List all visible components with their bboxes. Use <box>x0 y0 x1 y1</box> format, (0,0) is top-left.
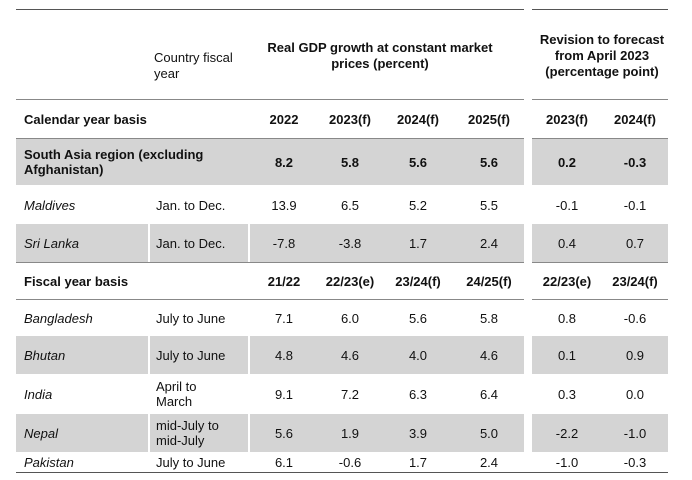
table-cell: -0.1 <box>555 197 579 213</box>
column-header: 23/24(f) <box>612 273 658 289</box>
table-cell: -2.2 <box>555 425 579 441</box>
region-row: South Asia region (excluding Afghanistan… <box>16 139 668 185</box>
table-cell: 0.8 <box>557 310 577 326</box>
column-header: 22/23(e) <box>325 273 375 289</box>
column-header: 2024(f) <box>397 111 439 127</box>
calendar-year-header-row: Calendar year basis 2022 2023(f) 2024(f)… <box>16 100 668 138</box>
table-cell: 1.7 <box>408 454 428 470</box>
country-name: Nepal <box>24 425 58 441</box>
column-header: 22/23(e) <box>542 273 592 289</box>
country-name: India <box>24 386 53 402</box>
column-header: 23/24(f) <box>395 273 441 289</box>
column-header: 24/25(f) <box>466 273 512 289</box>
table-cell: 4.8 <box>274 347 294 363</box>
table-cell: 6.0 <box>340 310 360 326</box>
table-cell: 1.9 <box>340 425 360 441</box>
group-gap <box>524 9 532 472</box>
column-header: 2024(f) <box>614 111 656 127</box>
table-bottom-rule <box>16 472 668 473</box>
table-cell: 6.1 <box>274 454 294 470</box>
table-cell: 5.8 <box>340 154 360 170</box>
table-cell: -3.8 <box>338 235 362 251</box>
fiscal-year: mid-July to mid-July <box>156 418 219 448</box>
country-name: Bhutan <box>24 347 66 363</box>
table-cell: 8.2 <box>274 154 294 170</box>
table-cell: 6.5 <box>340 197 360 213</box>
gdp-growth-group-header: Real GDP growth at constant market price… <box>267 40 493 71</box>
table-cell: 4.6 <box>340 347 360 363</box>
country-name: Maldives <box>24 197 76 213</box>
fiscal-year: Jan. to Dec. <box>156 197 226 213</box>
table-cell: 5.6 <box>479 154 499 170</box>
table-cell: 0.9 <box>625 347 645 363</box>
country-name: Sri Lanka <box>24 235 79 251</box>
country-name: Pakistan <box>24 454 74 470</box>
table-top-rule <box>16 9 668 10</box>
calendar-header-rule <box>16 138 668 139</box>
table-cell: 0.1 <box>557 347 577 363</box>
table-cell: -1.0 <box>623 425 647 441</box>
table-cell: -0.3 <box>623 154 647 170</box>
table-cell: 2.4 <box>479 454 499 470</box>
table-cell: -1.0 <box>555 454 579 470</box>
table-cell: 5.6 <box>408 310 428 326</box>
table-cell: 5.0 <box>479 425 499 441</box>
fiscal-year: July to June <box>156 310 226 326</box>
header-bottom-rule <box>16 99 668 100</box>
column-header: 2023(f) <box>546 111 588 127</box>
calendar-section-rule <box>16 262 668 263</box>
table-cell: 4.6 <box>479 347 499 363</box>
table-cell: -0.6 <box>338 454 362 470</box>
table-row: India April to March 9.1 7.2 6.3 6.4 0.3… <box>16 374 668 414</box>
table-cell: 2.4 <box>479 235 499 251</box>
table-cell: 6.3 <box>408 386 428 402</box>
table-row: Nepal mid-July to mid-July 5.6 1.9 3.9 5… <box>16 414 668 452</box>
table-cell: -7.8 <box>272 235 296 251</box>
table-cell: 5.5 <box>479 197 499 213</box>
table-cell: 9.1 <box>274 386 294 402</box>
column-header: 2023(f) <box>329 111 371 127</box>
table-cell: 0.4 <box>557 235 577 251</box>
table-row: Bangladesh July to June 7.1 6.0 5.6 5.8 … <box>16 300 668 336</box>
table-cell: 6.4 <box>479 386 499 402</box>
country-fiscal-year-header: Country fiscal year <box>154 50 233 81</box>
table-cell: 5.2 <box>408 197 428 213</box>
table-row: Sri Lanka Jan. to Dec. -7.8 -3.8 1.7 2.4… <box>16 224 668 262</box>
table-cell: 7.1 <box>274 310 294 326</box>
table-cell: 5.6 <box>274 425 294 441</box>
fiscal-header-rule <box>16 299 668 300</box>
region-label: South Asia region (excluding Afghanistan… <box>24 147 204 177</box>
table-cell: 4.0 <box>408 347 428 363</box>
table-cell: 5.6 <box>408 154 428 170</box>
fiscal-year-header-row: Fiscal year basis 21/22 22/23(e) 23/24(f… <box>16 263 668 299</box>
fiscal-year: Jan. to Dec. <box>156 235 226 251</box>
revision-group-header: Revision to forecast from April 2023 (pe… <box>539 32 665 79</box>
table-cell: 0.0 <box>625 386 645 402</box>
table-cell: -0.1 <box>623 197 647 213</box>
fiscal-year: July to June <box>156 347 226 363</box>
table-cell: 7.2 <box>340 386 360 402</box>
table-cell: 1.7 <box>408 235 428 251</box>
table-cell: 13.9 <box>271 197 297 213</box>
table-cell: 0.2 <box>557 154 577 170</box>
calendar-year-basis-label: Calendar year basis <box>24 111 147 127</box>
table-row: Bhutan July to June 4.8 4.6 4.0 4.6 0.1 … <box>16 336 668 374</box>
fiscal-year: July to June <box>156 454 226 470</box>
country-name: Bangladesh <box>24 310 93 326</box>
column-header: 2022 <box>269 111 299 127</box>
column-header: 2025(f) <box>468 111 510 127</box>
fiscal-year: April to March <box>156 379 197 409</box>
table-cell: -0.3 <box>623 454 647 470</box>
table-cell: 5.8 <box>479 310 499 326</box>
table-cell: -0.6 <box>623 310 647 326</box>
fiscal-year-basis-label: Fiscal year basis <box>24 273 129 289</box>
table-row: Pakistan July to June 6.1 -0.6 1.7 2.4 -… <box>16 452 668 472</box>
table-cell: 3.9 <box>408 425 428 441</box>
table-cell: 0.3 <box>557 386 577 402</box>
table-row: Maldives Jan. to Dec. 13.9 6.5 5.2 5.5 -… <box>16 186 668 224</box>
table-cell: 0.7 <box>625 235 645 251</box>
column-header: 21/22 <box>267 273 301 289</box>
